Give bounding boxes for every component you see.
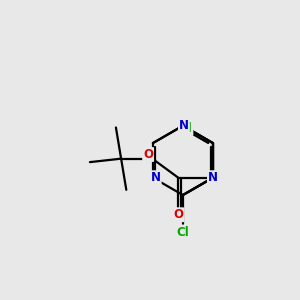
Text: Cl: Cl xyxy=(176,226,189,238)
Text: Cl: Cl xyxy=(180,122,192,135)
Text: O: O xyxy=(143,148,153,161)
Text: N: N xyxy=(208,171,218,184)
Text: O: O xyxy=(173,208,183,221)
Text: N: N xyxy=(179,119,189,132)
Text: N: N xyxy=(151,171,161,184)
